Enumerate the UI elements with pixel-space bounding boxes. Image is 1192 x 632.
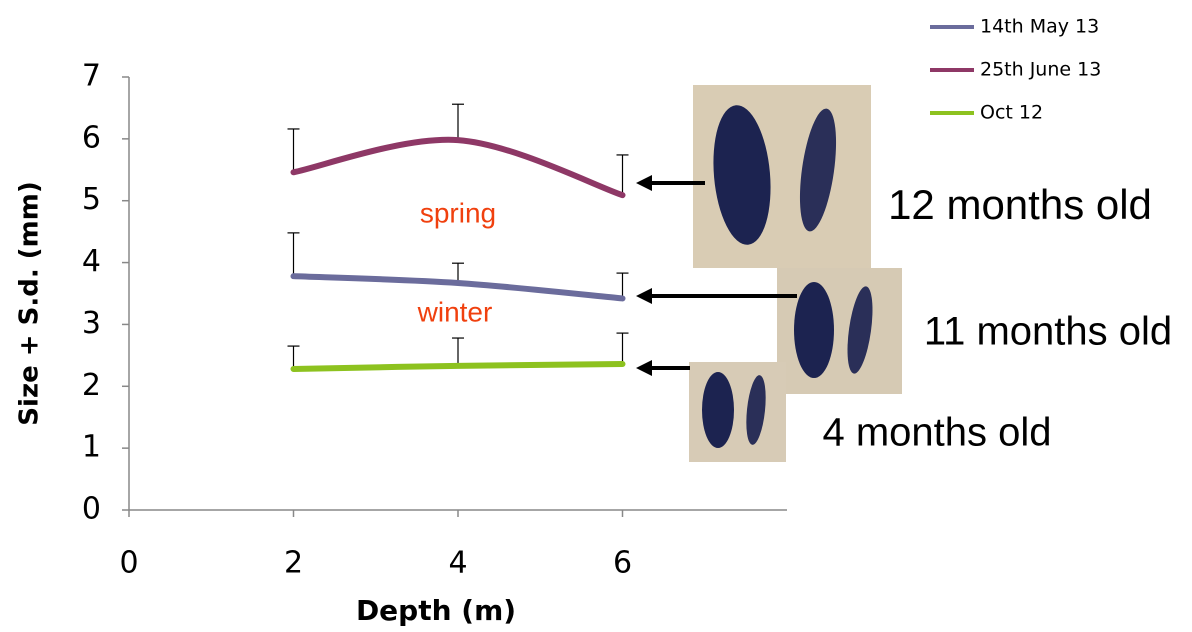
shell-photos xyxy=(689,85,902,462)
x-tick-label: 4 xyxy=(448,546,467,581)
x-axis-title: Depth (m) xyxy=(356,594,516,627)
annotation: 11 months old xyxy=(924,310,1172,354)
legend-label: 14th May 13 xyxy=(980,16,1099,38)
y-tick-label: 5 xyxy=(82,182,101,217)
y-tick-label: 7 xyxy=(82,59,101,94)
x-tick-label: 6 xyxy=(613,546,632,581)
series-line xyxy=(294,140,623,195)
shell xyxy=(794,282,834,378)
arrow-head xyxy=(636,288,652,304)
annotation: spring xyxy=(420,197,496,228)
arrow-head xyxy=(636,360,652,376)
annotation: 4 months old xyxy=(822,411,1051,455)
chart: 0 1 2 3 4 5 6 7 0 2 4 6 Depth (m) Size + S.d. (mm) 14t… xyxy=(0,0,1192,632)
legend-label: Oct 12 xyxy=(980,102,1043,124)
x-tick-label: 2 xyxy=(284,546,303,581)
y-tick-label: 1 xyxy=(82,430,101,465)
y-tick-label: 4 xyxy=(82,244,101,279)
y-tick-label: 6 xyxy=(82,120,101,155)
y-tick-label: 3 xyxy=(82,306,101,341)
x-tick-label: 0 xyxy=(119,546,138,581)
series-line xyxy=(294,364,623,369)
annotation: 12 months old xyxy=(888,181,1152,228)
annotation: winter xyxy=(417,296,493,327)
legend-label: 25th June 13 xyxy=(980,59,1101,81)
shell xyxy=(702,372,734,448)
arrow-head xyxy=(636,175,652,191)
y-axis-title: Size + S.d. (mm) xyxy=(15,181,45,425)
y-tick-label: 2 xyxy=(82,368,101,403)
y-tick-label: 0 xyxy=(82,492,101,527)
